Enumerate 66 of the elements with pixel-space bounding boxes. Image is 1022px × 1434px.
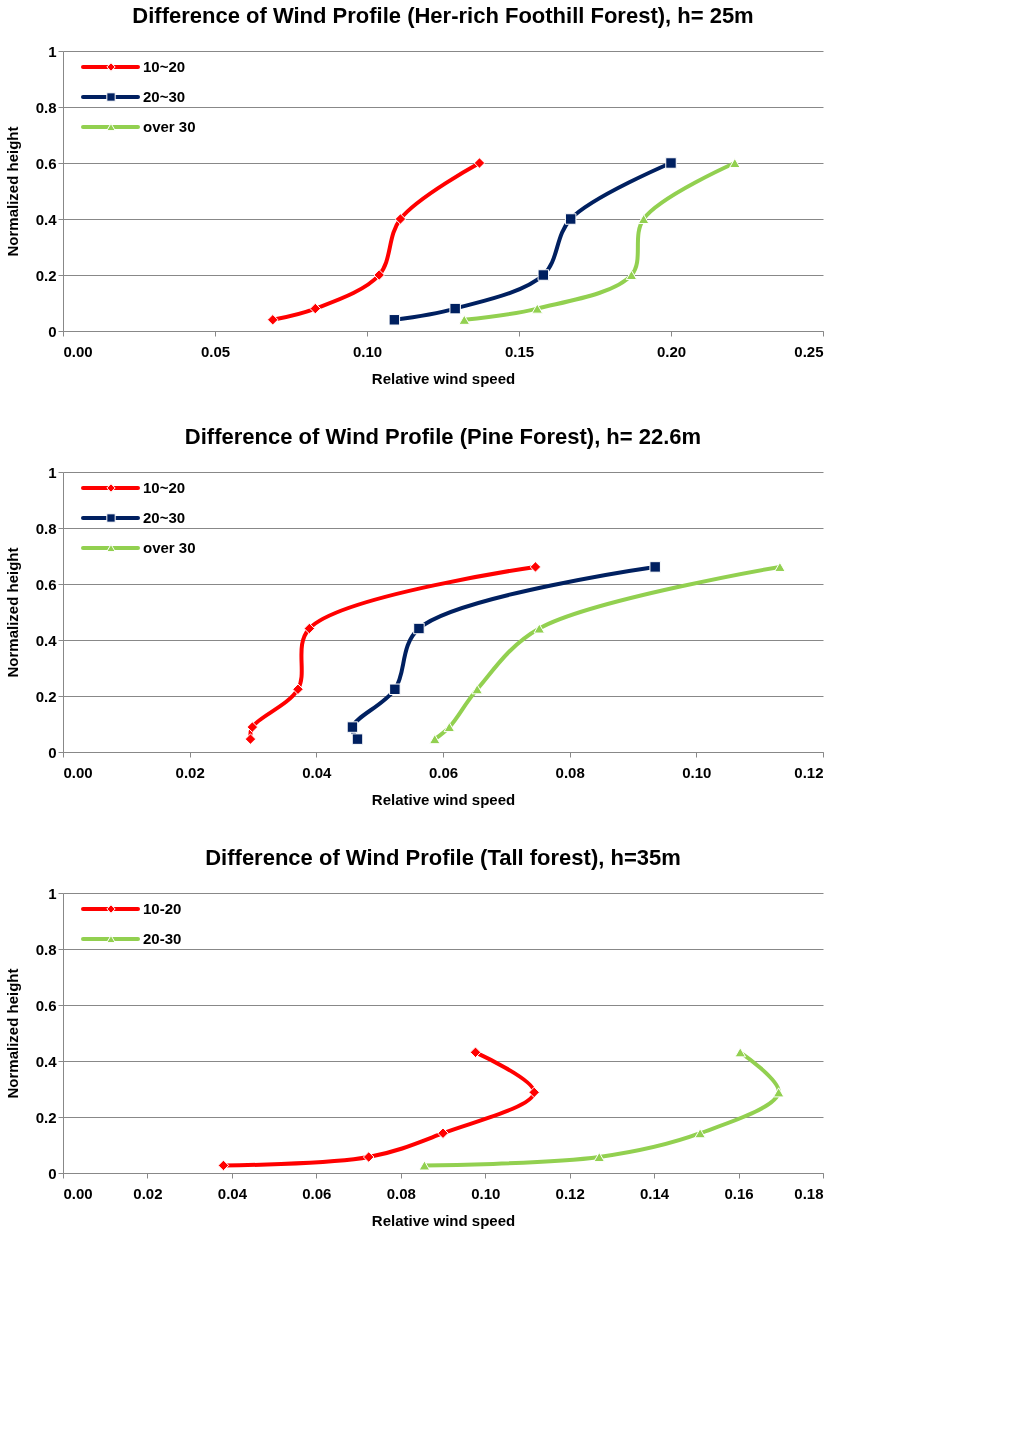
- x-tick-label: 0.08: [386, 1184, 416, 1202]
- x-tick-label: 0.10: [682, 763, 712, 781]
- chart-title: Difference of Wind Profile (Pine Forest), h= 22.6m: [184, 424, 702, 449]
- x-tick-label: 0.00: [63, 1184, 93, 1202]
- chart-title: Difference of Wind Profile (Her-rich Foothill Forest), h= 25m: [132, 3, 754, 28]
- x-tick-label: 0.02: [133, 1184, 163, 1202]
- y-tick-label: 1: [48, 42, 57, 60]
- x-tick-label: 0.06: [302, 1184, 332, 1202]
- y-tick-label: 0: [48, 743, 57, 761]
- legend-label: over 30: [143, 539, 196, 556]
- y-tick-label: 0.6: [35, 575, 57, 593]
- legend-label: 10-20: [143, 900, 182, 917]
- y-axis-title: Normalized height: [3, 968, 21, 1099]
- y-tick-label: 0.2: [35, 1108, 57, 1126]
- y-tick-label: 0.4: [35, 210, 58, 228]
- y-tick-label: 1: [48, 884, 57, 902]
- x-axis-title: Relative wind speed: [371, 369, 516, 387]
- y-tick-label: 0.2: [35, 266, 57, 284]
- point: [469, 1046, 482, 1059]
- x-tick-label: 0.04: [217, 1184, 248, 1202]
- y-tick-label: 0.2: [35, 687, 57, 705]
- x-tick-label: 0.00: [63, 763, 93, 781]
- x-tick-label: 0.14: [640, 1184, 670, 1202]
- y-tick-label: 0.6: [35, 154, 57, 172]
- x-tick-label: 0.05: [200, 342, 231, 360]
- legend-label: 20~30: [143, 509, 186, 526]
- legend-label: 20~30: [143, 88, 186, 105]
- y-axis-title: Normalized height: [3, 547, 21, 678]
- x-axis-title: Relative wind speed: [371, 1211, 516, 1229]
- y-tick-label: 0: [48, 322, 57, 340]
- x-tick-label: 0.12: [555, 1184, 585, 1202]
- y-tick-label: 0.8: [35, 519, 57, 537]
- legend-label: 20-30: [143, 930, 182, 947]
- point: [734, 1047, 746, 1058]
- y-tick-label: 0.6: [35, 996, 57, 1014]
- y-axis-title: Normalized height: [3, 126, 21, 257]
- point: [217, 1159, 230, 1172]
- x-tick-label: 0.16: [724, 1184, 754, 1202]
- x-tick-label: 0.10: [471, 1184, 501, 1202]
- x-axis-title: Relative wind speed: [371, 790, 516, 808]
- x-tick-label: 0.02: [175, 763, 205, 781]
- point: [528, 1086, 540, 1099]
- legend-label: over 30: [143, 118, 196, 135]
- x-tick-label: 0.12: [794, 763, 824, 781]
- y-tick-label: 0.4: [35, 1052, 58, 1070]
- legend-label: 10~20: [143, 58, 186, 75]
- y-tick-label: 0.8: [35, 98, 57, 116]
- point: [694, 1128, 706, 1139]
- y-tick-label: 0: [48, 1164, 57, 1182]
- x-tick-label: 0.25: [794, 342, 824, 360]
- x-tick-label: 0.00: [63, 342, 93, 360]
- x-tick-label: 0.04: [302, 763, 333, 781]
- chart-title: Difference of Wind Profile (Tall forest), h=35m: [205, 845, 681, 870]
- x-tick-label: 0.15: [504, 342, 535, 360]
- x-tick-label: 0.08: [555, 763, 585, 781]
- y-tick-label: 0.8: [35, 940, 57, 958]
- point: [593, 1152, 605, 1163]
- y-tick-label: 0.4: [35, 631, 58, 649]
- legend-label: 10~20: [143, 479, 186, 496]
- x-tick-label: 0.18: [794, 1184, 824, 1202]
- point: [772, 1087, 785, 1098]
- y-tick-label: 1: [48, 463, 57, 481]
- x-tick-label: 0.10: [352, 342, 383, 360]
- x-tick-label: 0.06: [428, 763, 459, 781]
- x-tick-label: 0.20: [656, 342, 687, 360]
- point: [362, 1151, 375, 1163]
